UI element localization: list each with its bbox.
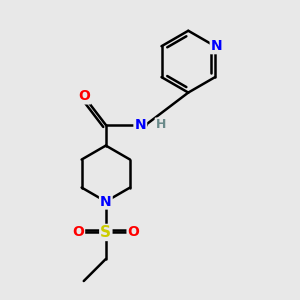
Text: N: N	[211, 39, 222, 53]
Text: N: N	[134, 118, 146, 132]
Text: H: H	[156, 118, 166, 131]
Text: O: O	[78, 89, 90, 103]
Text: O: O	[72, 225, 84, 239]
Text: S: S	[100, 225, 111, 240]
Text: N: N	[100, 194, 112, 208]
Text: O: O	[128, 225, 140, 239]
